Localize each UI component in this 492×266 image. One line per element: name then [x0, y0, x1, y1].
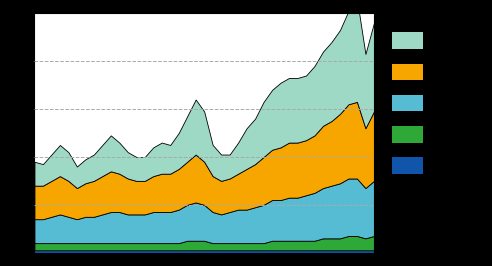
Bar — [393, 157, 423, 174]
Bar — [393, 95, 423, 111]
Bar — [393, 64, 423, 80]
Bar — [393, 126, 423, 143]
Bar — [393, 32, 423, 49]
